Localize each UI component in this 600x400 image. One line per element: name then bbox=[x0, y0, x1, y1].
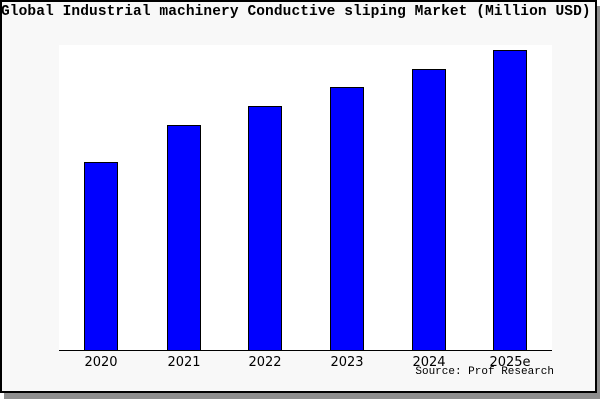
plot-area bbox=[59, 45, 552, 351]
bar-2024 bbox=[412, 69, 446, 351]
x-tick-label-2024: 2024 bbox=[412, 355, 446, 370]
x-tick-label-2025e: 2025e bbox=[489, 355, 531, 370]
chart-title: Global Industrial machinery Conductive s… bbox=[1, 4, 591, 20]
x-axis-line bbox=[59, 349, 552, 351]
x-tick-label-2022: 2022 bbox=[248, 355, 282, 370]
x-tick-label-2023: 2023 bbox=[330, 355, 364, 370]
chart-frame: Global Industrial machinery Conductive s… bbox=[0, 0, 597, 393]
x-tick-label-2021: 2021 bbox=[167, 355, 201, 370]
x-tick-label-2020: 2020 bbox=[84, 355, 118, 370]
bar-2020 bbox=[84, 162, 118, 351]
bar-2023 bbox=[330, 87, 364, 351]
source-attribution: Source: Prof Research bbox=[415, 366, 554, 378]
bar-2022 bbox=[248, 106, 282, 351]
bar-2021 bbox=[167, 125, 201, 351]
bar-2025e bbox=[493, 50, 527, 351]
